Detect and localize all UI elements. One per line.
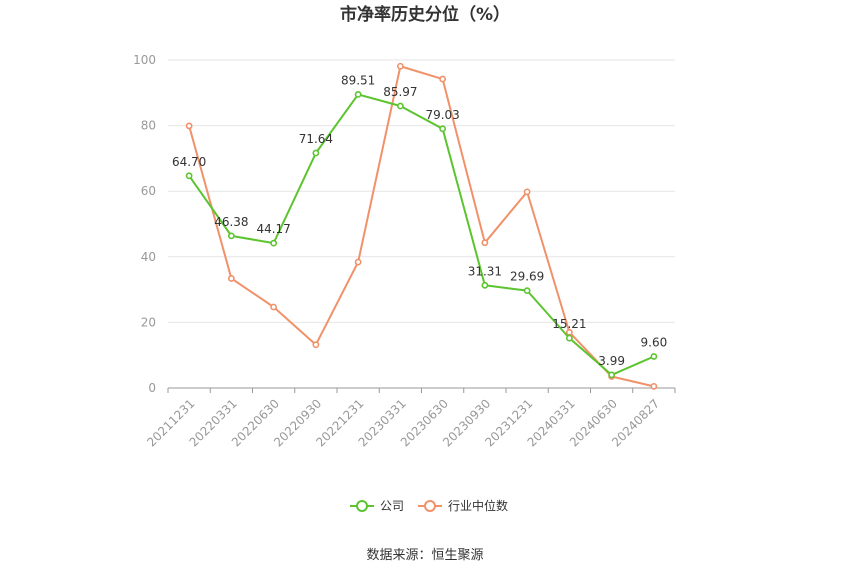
data-point (439, 75, 447, 83)
data-point (481, 281, 489, 289)
data-point (396, 102, 404, 110)
data-point (312, 149, 320, 157)
legend-item-1[interactable]: 行业中位数 (418, 498, 508, 513)
y-tick-label: 60 (141, 184, 156, 198)
data-point (396, 62, 404, 70)
data-label: 64.70 (172, 155, 206, 169)
data-label: 85.97 (383, 85, 417, 99)
data-label: 89.51 (341, 73, 375, 87)
data-label: 44.17 (256, 222, 290, 236)
y-tick-label: 100 (133, 53, 156, 67)
data-point (227, 275, 235, 282)
data-label: 46.38 (214, 215, 248, 229)
series-line-0 (188, 93, 655, 376)
series-group (185, 62, 658, 390)
data-point (354, 258, 362, 266)
y-tick-label: 40 (141, 250, 156, 264)
data-point (523, 287, 531, 295)
data-label: 3.99 (598, 354, 625, 368)
legend-label: 行业中位数 (448, 498, 508, 513)
legend-label: 公司 (380, 499, 404, 513)
source-note: 数据来源：恒生聚源 (366, 548, 483, 563)
data-point (270, 239, 278, 247)
y-axis: 0 20 40 60 80 100 (133, 53, 156, 395)
data-label: 79.03 (425, 108, 459, 122)
data-point (185, 172, 193, 180)
data-point (608, 371, 616, 379)
data-label: 9.60 (641, 336, 668, 350)
data-point (439, 125, 447, 133)
data-point (650, 353, 658, 360)
y-tick-label: 80 (141, 119, 156, 133)
data-label: 71.64 (299, 132, 333, 146)
data-point (523, 188, 531, 196)
data-point (270, 303, 278, 311)
legend[interactable]: 公司 行业中位数 (350, 498, 508, 513)
data-point (312, 341, 320, 349)
data-point (185, 122, 193, 130)
chart-title: 市净率历史分位（%） (340, 4, 510, 25)
y-tick-label: 0 (148, 381, 156, 395)
data-point (227, 232, 235, 240)
y-tick-label: 20 (141, 315, 156, 329)
legend-marker (424, 500, 436, 512)
data-label: 31.31 (468, 264, 502, 278)
data-point (354, 91, 362, 98)
data-point (481, 239, 489, 247)
x-axis: 2021123120220331202206302022093020221231… (144, 388, 676, 450)
data-label: 29.69 (510, 270, 544, 284)
legend-marker (356, 500, 368, 512)
data-point (650, 382, 658, 390)
data-point (565, 334, 573, 342)
series-line-1 (188, 65, 655, 388)
data-label: 15.21 (552, 317, 586, 331)
data-labels: 64.70 46.38 44.17 71.64 89.51 85.97 79.03 31.31… (172, 73, 667, 368)
legend-item-0[interactable]: 公司 (350, 499, 404, 513)
